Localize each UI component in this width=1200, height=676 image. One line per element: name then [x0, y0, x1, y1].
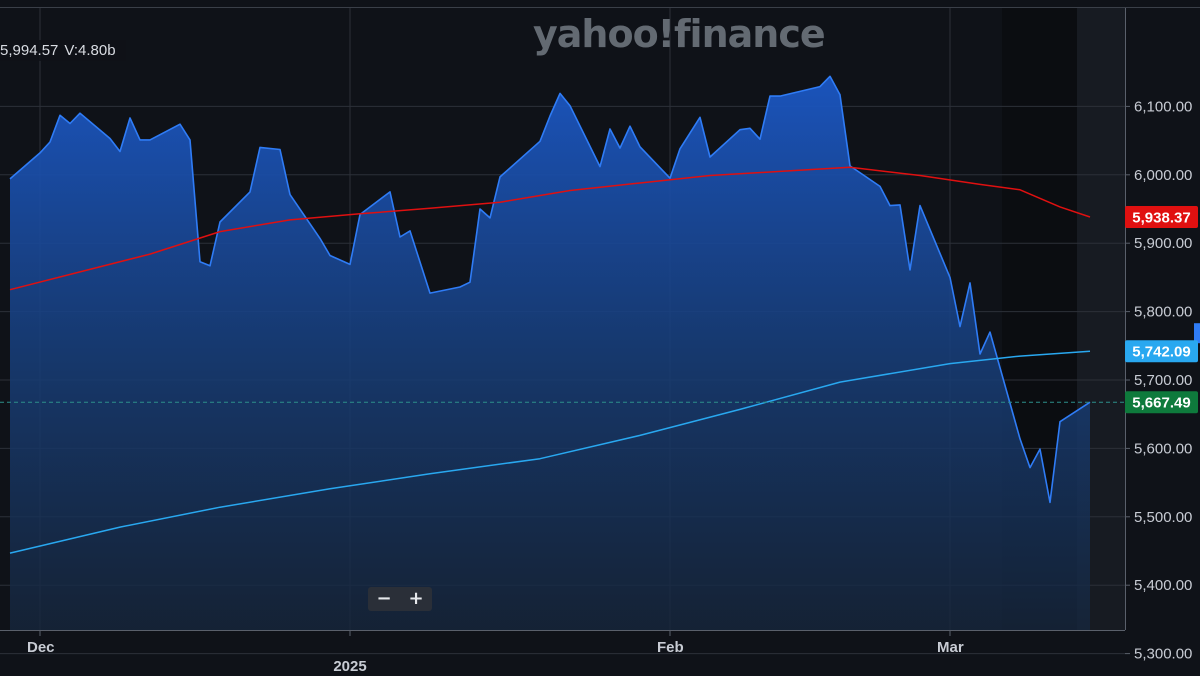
price-tag-label: 5,742.09 [1132, 344, 1190, 361]
price-tag-label: 5,667.49 [1132, 395, 1190, 412]
price-area [10, 76, 1090, 631]
yahoo-finance-watermark: yahoo!finance [533, 12, 826, 56]
y-tick-label: 5,300.00 [1134, 646, 1192, 663]
moving-average-200-line [9, 350, 1091, 554]
close-value: 5,994.57 [0, 42, 59, 59]
y-tick-label: 5,800.00 [1134, 304, 1192, 321]
x-tick-label: Mar [937, 639, 964, 656]
x-tick-label: Feb [657, 639, 684, 656]
ohlc-info: 5,994.57 V:4.80b [0, 40, 126, 61]
y-tick-label: 6,000.00 [1134, 167, 1192, 184]
moving-average-50-line [9, 166, 1091, 291]
price-tag-label: 5,938.37 [1132, 209, 1190, 226]
volume-value: V:4.80b [64, 42, 116, 59]
y-tick-label: 5,400.00 [1134, 577, 1192, 594]
y-tick-label: 5,500.00 [1134, 509, 1192, 526]
y-tick-label: 5,600.00 [1134, 440, 1192, 457]
y-tick-label: 5,700.00 [1134, 372, 1192, 389]
price-line [9, 75, 1091, 504]
x-tick-label: Dec [27, 639, 55, 656]
zoom-out-button[interactable]: − [368, 587, 400, 611]
zoom-in-button[interactable]: + [400, 587, 432, 611]
zoom-controls: − + [368, 587, 432, 611]
y-tick-label: 5,900.00 [1134, 235, 1192, 252]
price-tag-bg [1125, 340, 1198, 363]
x-tick-label: 2025 [333, 658, 366, 675]
price-tag-bg [1125, 205, 1198, 228]
series-marker [1194, 323, 1200, 344]
price-tag-bg [1125, 391, 1198, 414]
y-tick-label: 6,100.00 [1134, 98, 1192, 115]
